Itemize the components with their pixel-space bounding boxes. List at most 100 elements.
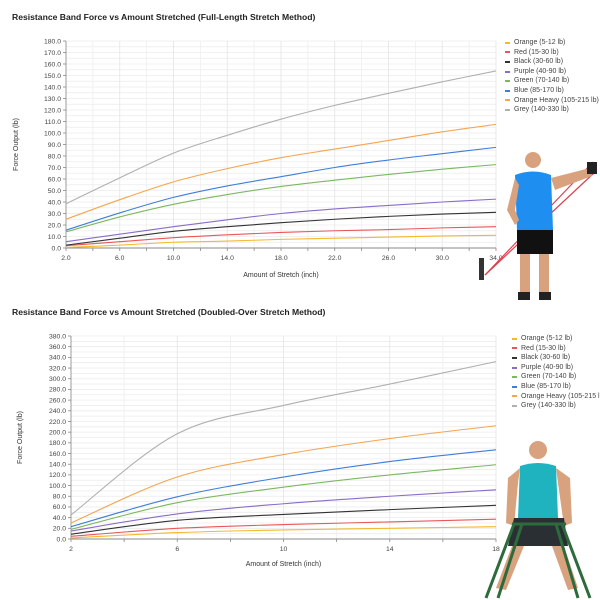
series-line-orange-5-12-lb <box>65 234 497 248</box>
legend-item: Orange (5-12 lb) <box>505 38 599 48</box>
y-tick-label: 240.0 <box>49 408 66 415</box>
x-tick-label: 10.0 <box>167 255 180 262</box>
series-line-red-15-30-lb <box>65 226 497 247</box>
legend-swatch <box>512 404 517 407</box>
series-line-grey-140-330-lb <box>70 361 497 516</box>
legend-item: Blue (85-170 lb) <box>512 382 600 392</box>
legend-item: Red (15-30 lb) <box>512 344 600 354</box>
series-line-green-70-140-lb <box>70 464 497 530</box>
legend-label: Orange Heavy (105-215 lb) <box>521 392 600 400</box>
y-tick-label: 70.0 <box>48 165 61 172</box>
x-tick-label: 30.0 <box>436 255 449 262</box>
y-tick-label: 140.0 <box>49 462 66 469</box>
y-tick-label: 20.0 <box>53 526 66 533</box>
y-tick-label: 20.0 <box>48 222 61 229</box>
legend-label: Orange Heavy (105-215 lb) <box>514 96 599 104</box>
x-tick-label: 6 <box>175 546 179 553</box>
y-tick-label: 60.0 <box>48 176 61 183</box>
legend-swatch <box>512 347 517 350</box>
series-line-red-15-30-lb <box>70 518 497 537</box>
x-tick-label: 26.0 <box>382 255 395 262</box>
legend-label: Purple (40-90 lb) <box>521 363 574 371</box>
y-tick-label: 320.0 <box>49 365 66 372</box>
y-tick-label: 260.0 <box>49 397 66 404</box>
legend-label: Green (70-140 lb) <box>521 373 577 381</box>
x-tick-label: 2.0 <box>61 255 71 262</box>
y-tick-label: 80.0 <box>53 494 66 501</box>
legend-label: Purple (40-90 lb) <box>514 67 567 75</box>
legend-label: Grey (140-330 lb) <box>521 402 576 410</box>
athlete-photo-full-length <box>479 152 597 300</box>
x-tick-label: 18.0 <box>274 255 287 262</box>
y-tick-label: 120.0 <box>44 107 61 114</box>
y-tick-label: 200.0 <box>49 429 66 436</box>
y-tick-label: 160.0 <box>49 451 66 458</box>
legend-item: Green (70-140 lb) <box>505 76 599 86</box>
legend-label: Blue (85-170 lb) <box>521 382 571 390</box>
legend-swatch <box>505 80 510 83</box>
legend-swatch <box>505 99 510 102</box>
y-tick-label: 100.0 <box>44 130 61 137</box>
y-tick-label: 90.0 <box>48 142 61 149</box>
series-line-black-30-60-lb <box>65 211 497 246</box>
legend-swatch <box>505 51 510 54</box>
legend-item: Green (70-140 lb) <box>512 372 600 382</box>
legend-label: Grey (140-330 lb) <box>514 106 569 114</box>
series-line-grey-140-330-lb <box>65 70 497 205</box>
legend-swatch <box>505 89 510 92</box>
legend-item: Grey (140-330 lb) <box>512 401 600 411</box>
legend-label: Orange (5-12 lb) <box>514 39 566 46</box>
legend-label: Black (30-60 lb) <box>521 354 571 362</box>
legend-item: Grey (140-330 lb) <box>505 105 599 115</box>
x-tick-label: 6.0 <box>115 255 125 262</box>
y-tick-label: 160.0 <box>44 61 61 68</box>
y-tick-label: 140.0 <box>44 84 61 91</box>
series-line-purple-40-90-lb <box>70 489 497 532</box>
legend-item: Red (15-30 lb) <box>505 48 599 58</box>
series-line-orange-heavy-105-215-lb <box>70 425 497 524</box>
y-tick-label: 150.0 <box>44 73 61 80</box>
series-line-blue-85-170-lb <box>70 449 497 528</box>
full-length-chart: 0.0 10.0 20.0 30.0 40.0 50.0 60.0 70.0 80.0 90.0 1… <box>13 38 503 279</box>
legend-doubled-over: Orange (5-12 lb) Red (15-30 lb) Black (30-… <box>512 334 600 411</box>
legend-swatch <box>512 395 517 398</box>
legend-swatch <box>512 366 517 369</box>
x-axis-label: Amount of Stretch (inch) <box>243 272 318 279</box>
y-tick-label: 60.0 <box>53 504 66 511</box>
athlete-photo-doubled-over <box>484 441 592 599</box>
y-tick-label: 220.0 <box>49 419 66 426</box>
y-tick-label: 110.0 <box>44 119 61 126</box>
legend-swatch <box>505 41 510 44</box>
y-axis-label: Force Output (lb) <box>13 118 20 171</box>
legend-item: Orange (5-12 lb) <box>512 334 600 344</box>
legend-item: Black (30-60 lb) <box>512 353 600 363</box>
y-tick-label: 170.0 <box>44 50 61 57</box>
y-tick-label: 180.0 <box>49 440 66 447</box>
y-tick-label: 50.0 <box>48 188 61 195</box>
x-tick-label: 10 <box>280 546 288 553</box>
legend-item: Blue (85-170 lb) <box>505 86 599 96</box>
legend-item: Black (30-60 lb) <box>505 57 599 67</box>
legend-item: Purple (40-90 lb) <box>505 67 599 77</box>
x-tick-label: 22.0 <box>328 255 341 262</box>
legend-label: Blue (85-170 lb) <box>514 86 564 94</box>
y-tick-label: 180.0 <box>44 38 61 45</box>
legend-item: Purple (40-90 lb) <box>512 363 600 373</box>
chart-title-full-length: Resistance Band Force vs Amount Stretche… <box>12 12 316 22</box>
y-tick-label: 40.0 <box>53 515 66 522</box>
legend-swatch <box>512 356 517 359</box>
legend-full-length: Orange (5-12 lb) Red (15-30 lb) Black (30-… <box>505 38 599 115</box>
y-axis-label: Force Output (lb) <box>17 411 24 464</box>
x-tick-label: 14.0 <box>221 255 234 262</box>
y-tick-label: 0.0 <box>57 536 67 543</box>
legend-item: Orange Heavy (105-215 lb) <box>512 392 600 402</box>
legend-swatch <box>512 376 517 379</box>
series-line-black-30-60-lb <box>70 504 497 535</box>
series-line-green-70-140-lb <box>65 164 497 233</box>
y-tick-label: 30.0 <box>48 211 61 218</box>
x-tick-label: 14 <box>386 546 394 553</box>
y-tick-label: 120.0 <box>49 472 66 479</box>
x-axis-label: Amount of Stretch (inch) <box>246 561 321 568</box>
x-tick-label: 18 <box>492 546 500 553</box>
